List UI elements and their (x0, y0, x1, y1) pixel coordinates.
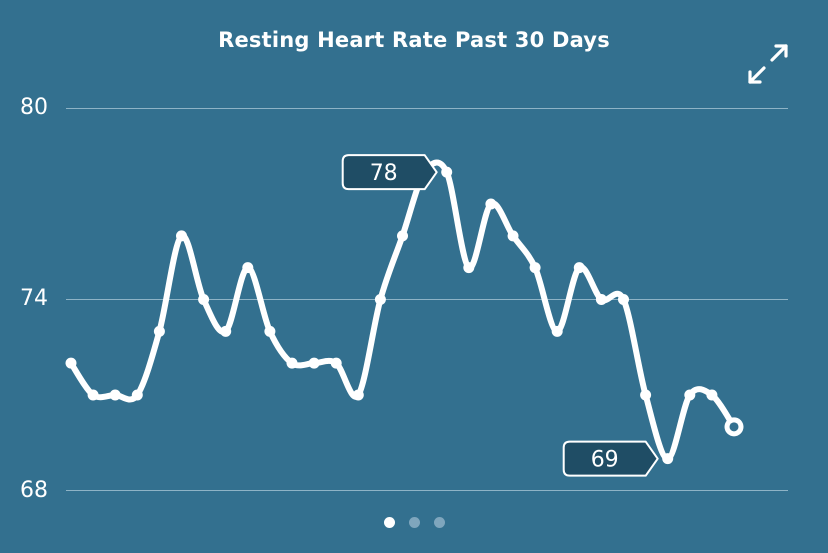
max-callout-label: 78 (370, 161, 398, 186)
current-point (724, 417, 744, 437)
min-callout-label: 69 (591, 448, 619, 473)
data-point (507, 230, 519, 242)
data-point (419, 166, 431, 178)
expand-arrows-icon (748, 44, 788, 84)
page-indicator (0, 513, 828, 532)
data-point (706, 389, 718, 401)
max-callout (341, 154, 438, 191)
data-point (242, 262, 254, 274)
data-point (131, 389, 143, 401)
page-dot-3[interactable] (433, 517, 445, 528)
data-point (595, 294, 607, 305)
data-point (308, 357, 320, 369)
data-point (573, 262, 585, 274)
data-point (662, 453, 674, 465)
data-point (176, 230, 187, 242)
y-tick-label: 80 (20, 95, 48, 120)
data-point (87, 389, 99, 401)
data-point (529, 262, 541, 274)
data-point (352, 389, 364, 401)
series-line (68, 159, 737, 462)
data-point (618, 294, 629, 305)
chart-title: Resting Heart Rate Past 30 Days (218, 28, 610, 52)
data-point (374, 294, 386, 305)
data-point (441, 166, 453, 178)
data-point (153, 325, 165, 337)
min-callout (562, 440, 659, 477)
y-tick-label: 68 (20, 478, 48, 503)
page-dot-2[interactable] (408, 517, 420, 528)
expand-button[interactable] (744, 40, 792, 88)
current-point-center (729, 422, 739, 432)
data-point (551, 325, 563, 337)
page-dot-1[interactable] (383, 517, 395, 528)
data-point (640, 389, 652, 401)
data-point (463, 262, 475, 274)
data-point (198, 294, 210, 305)
data-point (684, 389, 696, 401)
data-point (286, 357, 298, 369)
y-tick-label: 74 (20, 286, 48, 311)
data-point (330, 357, 342, 369)
data-point (264, 325, 276, 337)
data-point (397, 230, 408, 242)
data-point (109, 389, 121, 401)
data-point (65, 357, 77, 369)
data-point (485, 198, 497, 210)
data-point (220, 325, 232, 337)
